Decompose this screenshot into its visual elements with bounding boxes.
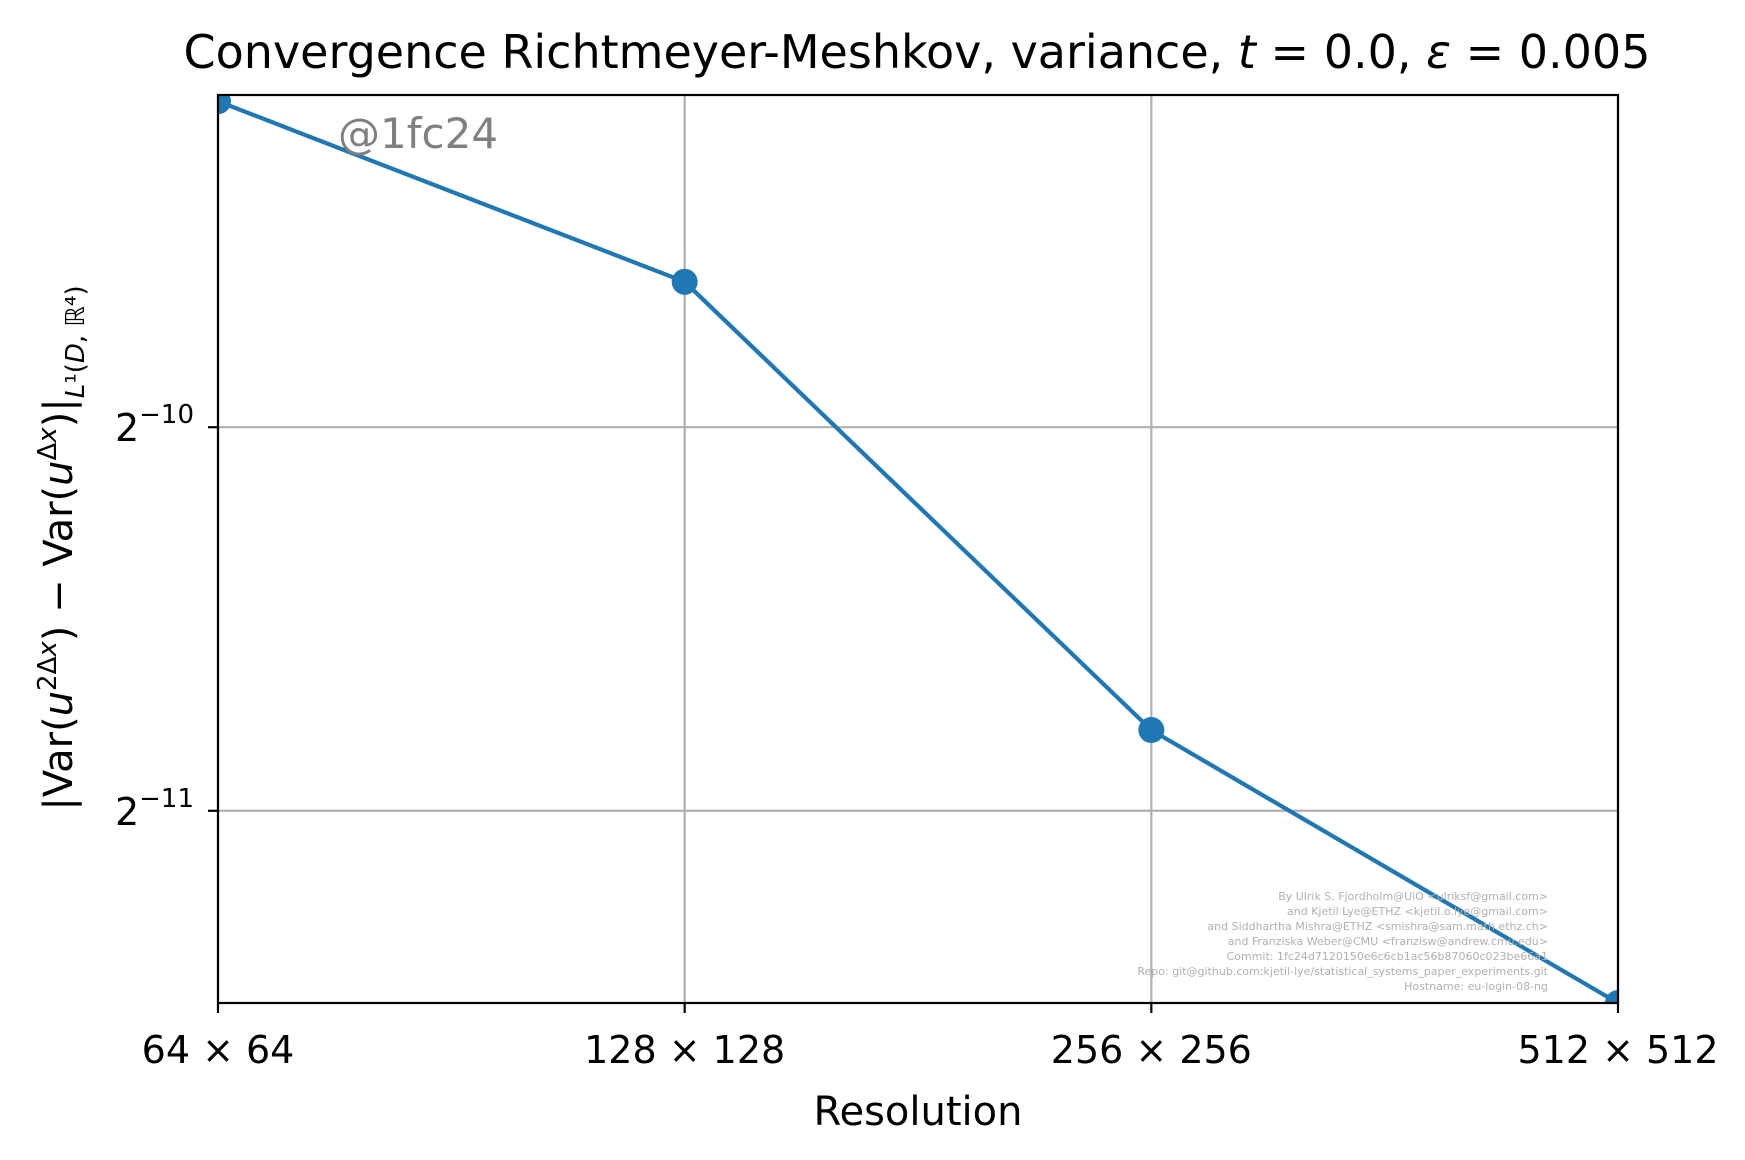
credit-line: and Siddhartha Mishra@ETHZ <smishra@sam.… xyxy=(1207,920,1548,933)
data-point xyxy=(1138,717,1165,744)
series-layer xyxy=(218,95,1618,1003)
x-axis-label: Resolution xyxy=(813,1089,1022,1135)
chart-title: Convergence Richtmeyer-Meshkov, variance… xyxy=(184,25,1651,79)
plot-frame xyxy=(216,93,1620,1005)
x-tick-label: 128 × 128 xyxy=(584,1028,785,1072)
data-point xyxy=(1605,990,1618,1003)
credit-line: Repo: git@github.com:kjetil-lye/statisti… xyxy=(1137,965,1548,978)
credit-line: Commit: 1fc24d7120150e6c6cb1ac56b87060c0… xyxy=(1227,950,1548,963)
y-tick-label: 2−10 xyxy=(115,400,194,450)
data-point xyxy=(671,268,698,295)
data-point xyxy=(218,95,231,115)
credit-line: and Franziska Weber@CMU <franzisw@andrew… xyxy=(1228,935,1548,948)
watermark: @1fc24 xyxy=(338,109,498,158)
series-line xyxy=(218,99,1618,1003)
credit-line: Hostname: eu-login-08-ng xyxy=(1404,980,1548,993)
credits-block: By Ulrik S. Fjordholm@UiO <ulriksf@gmail… xyxy=(1137,890,1548,993)
y-axis-label: |Var(u2Δx) − Var(uΔx)|L¹(D, ℝ⁴) xyxy=(33,285,91,810)
y-tick-label: 2−11 xyxy=(115,784,194,834)
x-tick-label: 256 × 256 xyxy=(1051,1028,1252,1072)
x-tick-label: 512 × 512 xyxy=(1517,1028,1718,1072)
grid-lines xyxy=(216,95,1620,1003)
x-tick-label: 64 × 64 xyxy=(142,1028,295,1072)
axis-ticks: 64 × 64 128 × 128 256 × 256 512 × 512 2−10 2−… xyxy=(115,400,1719,1072)
credit-line: and Kjetil Lye@ETHZ <kjetil.o.lye@gmail.… xyxy=(1287,905,1548,918)
credit-line: By Ulrik S. Fjordholm@UiO <ulriksf@gmail… xyxy=(1278,890,1548,903)
